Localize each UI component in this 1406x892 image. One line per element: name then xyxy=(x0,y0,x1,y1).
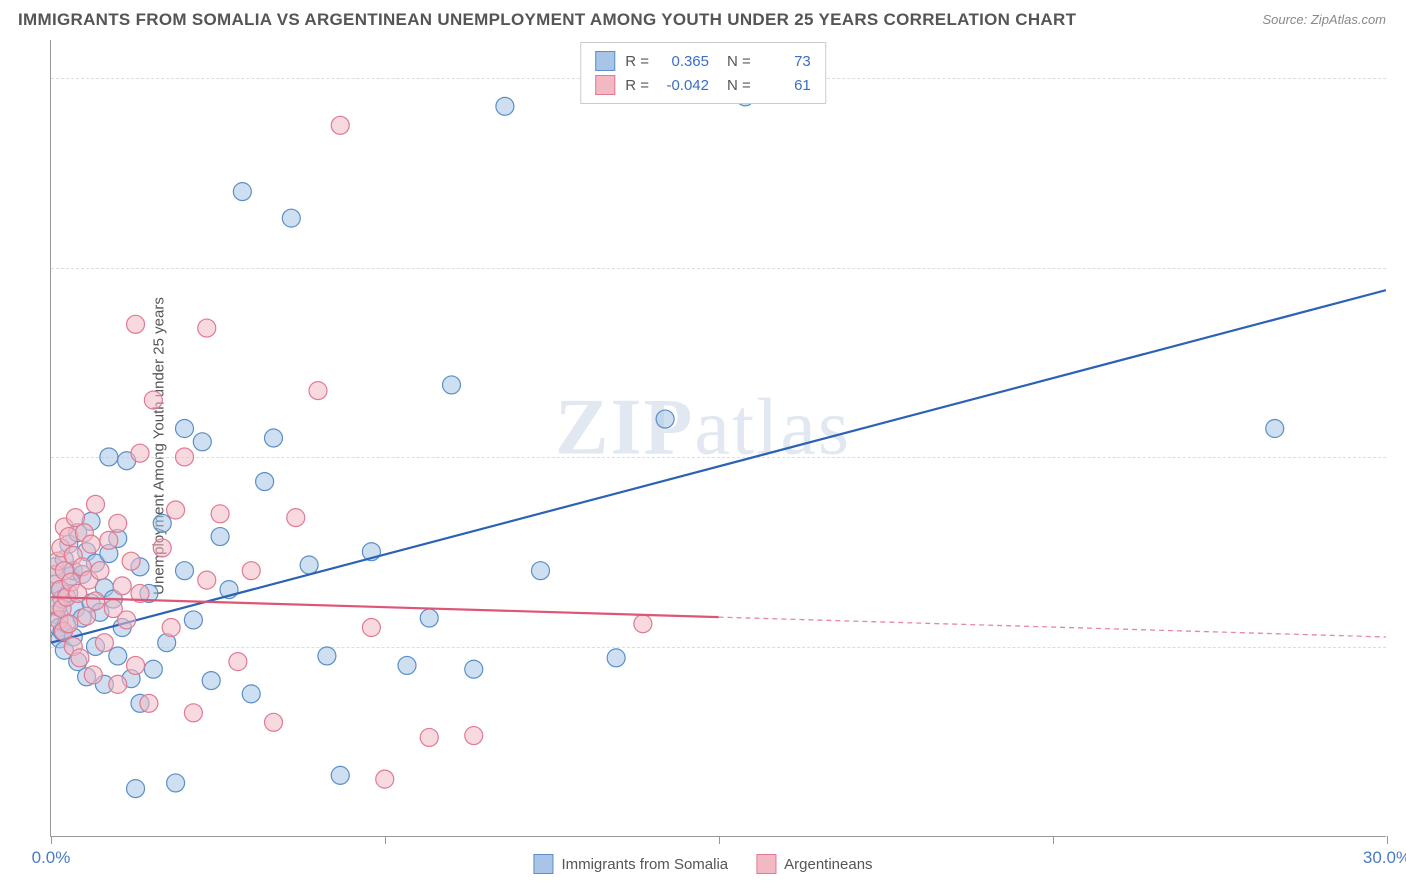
legend-row: R = -0.042 N = 61 xyxy=(595,73,811,97)
source-attribution: Source: ZipAtlas.com xyxy=(1262,12,1386,27)
legend-r-label: R = xyxy=(625,53,649,70)
correlation-legend: R = 0.365 N = 73 R = -0.042 N = 61 xyxy=(580,42,826,104)
legend-series-name: Immigrants from Somalia xyxy=(561,856,728,873)
x-tick xyxy=(51,836,52,844)
legend-series-item: Argentineans xyxy=(756,854,872,874)
legend-n-value: 61 xyxy=(761,77,811,94)
x-tick xyxy=(1053,836,1054,844)
legend-r-label: R = xyxy=(625,77,649,94)
legend-swatch xyxy=(595,51,615,71)
x-tick xyxy=(719,836,720,844)
x-tick-label: 0.0% xyxy=(32,848,71,868)
legend-swatch xyxy=(595,75,615,95)
x-tick xyxy=(385,836,386,844)
legend-n-label: N = xyxy=(727,53,751,70)
chart-title: IMMIGRANTS FROM SOMALIA VS ARGENTINEAN U… xyxy=(18,10,1076,30)
legend-swatch xyxy=(533,854,553,874)
legend-series-item: Immigrants from Somalia xyxy=(533,854,728,874)
series-legend: Immigrants from Somalia Argentineans xyxy=(533,854,872,874)
x-tick xyxy=(1387,836,1388,844)
legend-row: R = 0.365 N = 73 xyxy=(595,49,811,73)
x-tick-label: 30.0% xyxy=(1363,848,1406,868)
legend-r-value: -0.042 xyxy=(659,77,709,94)
legend-n-label: N = xyxy=(727,77,751,94)
scatter-svg xyxy=(51,40,1386,836)
chart-plot-area: 10.0%20.0%30.0%40.0%0.0%30.0% xyxy=(50,40,1386,837)
legend-series-name: Argentineans xyxy=(784,856,872,873)
legend-n-value: 73 xyxy=(761,53,811,70)
legend-r-value: 0.365 xyxy=(659,53,709,70)
legend-swatch xyxy=(756,854,776,874)
